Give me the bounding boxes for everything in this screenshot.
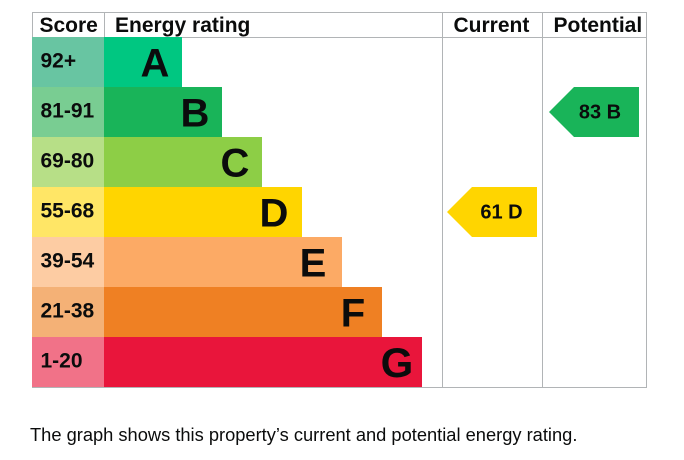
svg-text:B: B [180,91,209,135]
svg-text:1-20: 1-20 [40,349,82,372]
svg-text:E: E [299,241,326,285]
svg-text:92+: 92+ [40,49,76,72]
svg-text:C: C [220,141,249,185]
svg-text:55-68: 55-68 [40,199,94,222]
svg-text:69-80: 69-80 [40,149,94,172]
svg-text:F: F [340,291,364,335]
svg-text:A: A [140,41,169,85]
svg-text:G: G [380,339,413,386]
svg-text:21-38: 21-38 [40,299,94,322]
svg-text:83 B: 83 B [578,101,620,123]
svg-text:Current: Current [453,14,529,37]
svg-text:61 D: 61 D [480,201,522,223]
svg-text:Potential: Potential [553,14,642,37]
svg-text:Energy rating: Energy rating [115,14,250,37]
svg-text:D: D [259,191,288,235]
svg-text:Score: Score [39,14,97,37]
svg-text:39-54: 39-54 [40,249,94,272]
svg-text:81-91: 81-91 [40,99,94,122]
